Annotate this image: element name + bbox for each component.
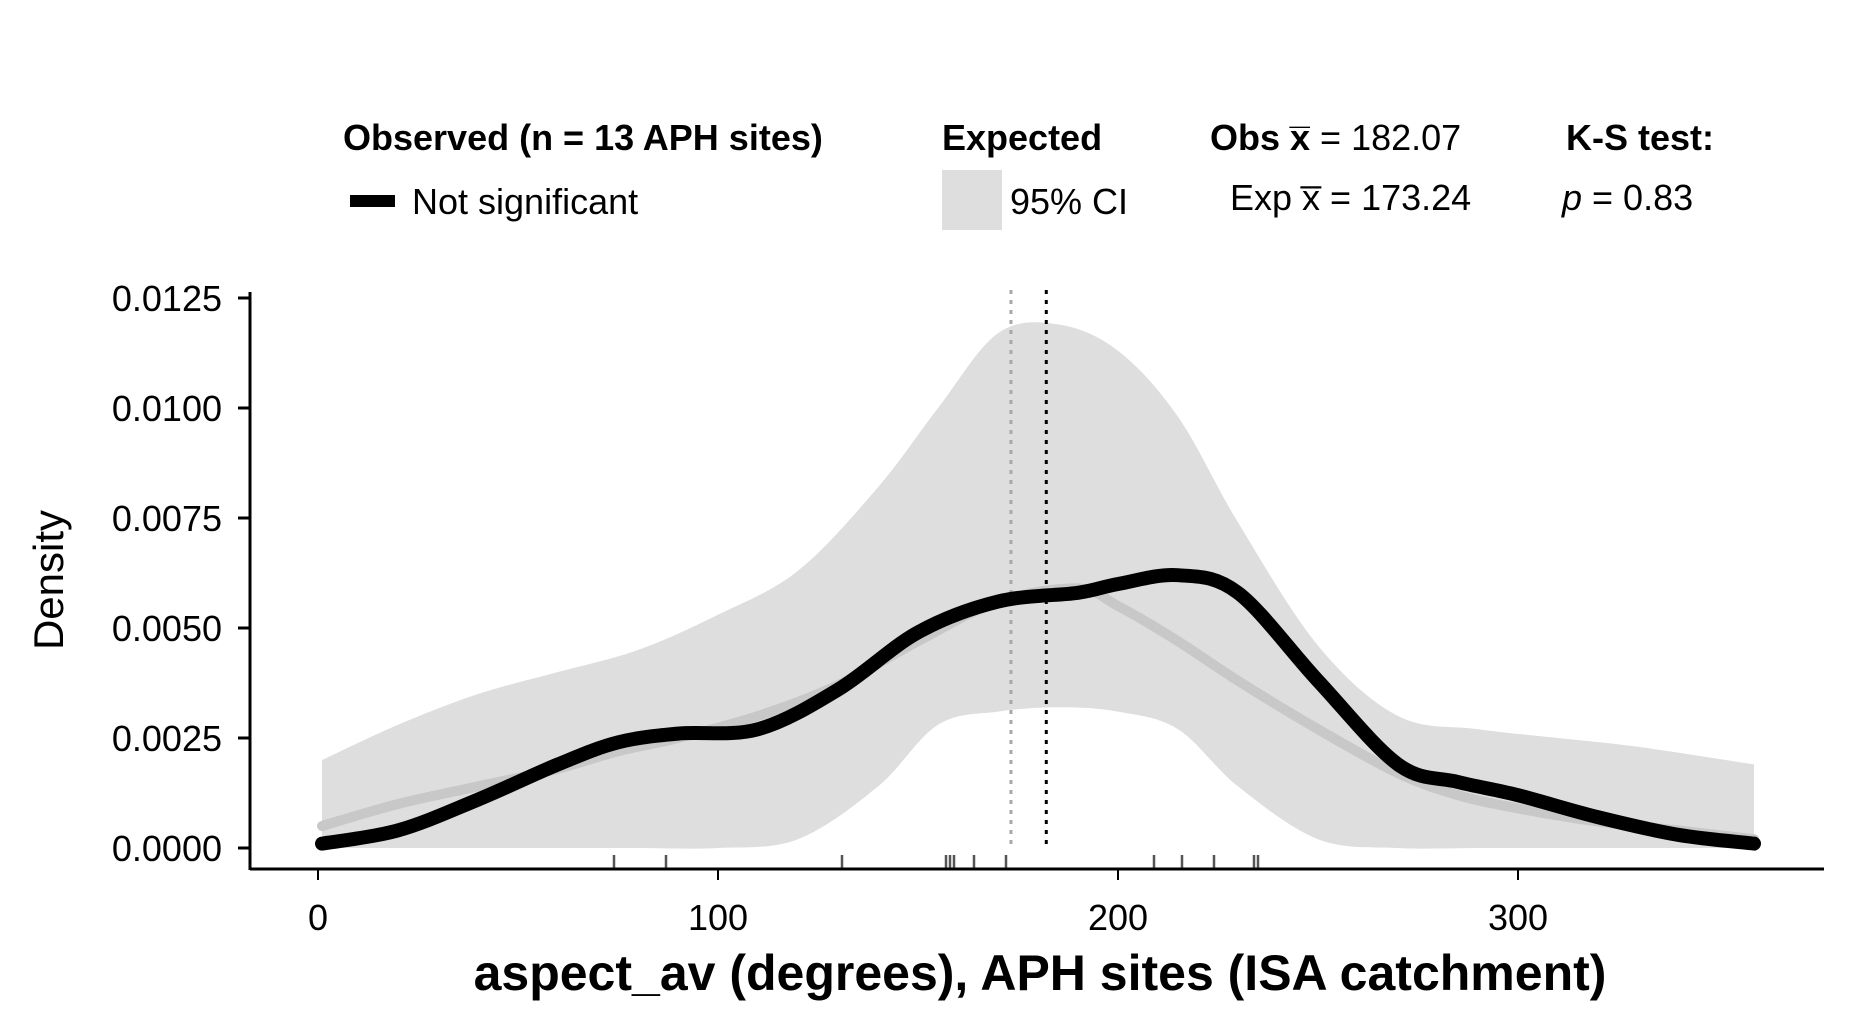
legend-observed-item: Not significant	[412, 181, 638, 222]
legend-expected-title: Expected	[942, 117, 1102, 158]
legend-obs-mean-value: = 182.07	[1310, 117, 1461, 158]
x-tick-label: 300	[1488, 897, 1548, 938]
x-tick-label: 0	[308, 897, 328, 938]
y-tick-label: 0.0050	[112, 608, 222, 649]
legend-ci-swatch	[942, 170, 1002, 230]
legend-exp-mean-label: Exp x̅	[1230, 177, 1322, 218]
legend: Observed (n = 13 APH sites) Not signific…	[343, 117, 1714, 230]
legend-ks-p-value: = 0.83	[1582, 177, 1693, 218]
legend-ks-p: p = 0.83	[1561, 177, 1693, 218]
x-tick-label: 200	[1088, 897, 1148, 938]
y-tick-label: 0.0100	[112, 388, 222, 429]
legend-exp-mean-value: = 173.24	[1320, 177, 1471, 218]
y-axis-ticks: 0.0000 0.0025 0.0050 0.0075 0.0100 0.0125	[112, 278, 250, 869]
legend-observed-title: Observed (n = 13 APH sites)	[343, 117, 823, 158]
y-tick-label: 0.0125	[112, 278, 222, 319]
y-axis-label: Density	[25, 510, 72, 650]
observed-density-line	[315, 568, 1761, 851]
x-tick-label: 100	[688, 897, 748, 938]
legend-observed-swatch	[350, 195, 395, 207]
y-tick-label: 0.0075	[112, 498, 222, 539]
legend-expected-item: 95% CI	[1010, 181, 1128, 222]
y-tick-label: 0.0025	[112, 718, 222, 759]
legend-ks-title: K-S test:	[1566, 117, 1714, 158]
ci-band	[322, 322, 1754, 849]
legend-obs-mean: Obs x̅ = 182.07	[1210, 117, 1461, 158]
legend-obs-mean-label: Obs x̅	[1210, 117, 1311, 158]
x-axis-label: aspect_av (degrees), APH sites (ISA catc…	[474, 945, 1607, 1001]
y-tick-label: 0.0000	[112, 828, 222, 869]
legend-exp-mean: Exp x̅ = 173.24	[1230, 177, 1471, 218]
x-axis-ticks: 0 100 200 300	[308, 869, 1548, 938]
legend-ks-p-symbol: p	[1561, 177, 1582, 218]
rug-marks	[612, 855, 1260, 869]
